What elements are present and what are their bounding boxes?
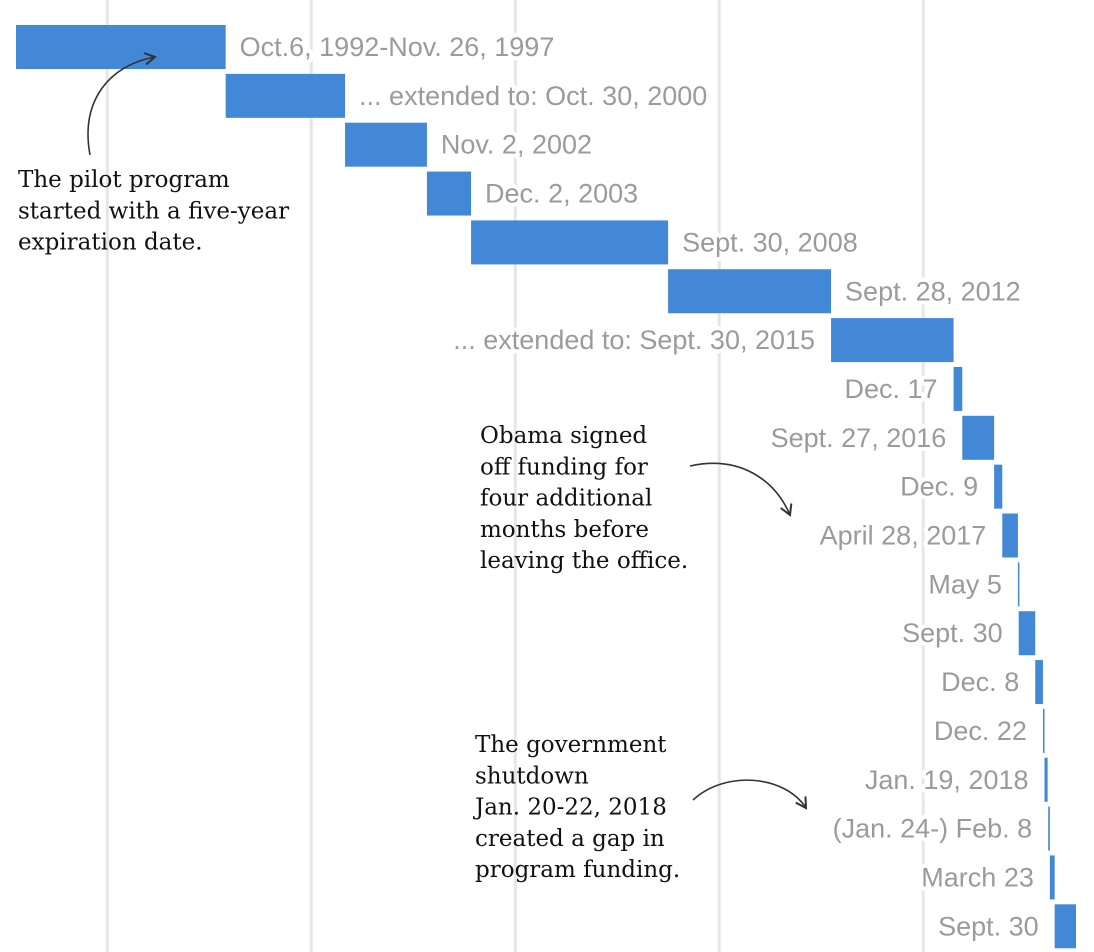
bar [16, 25, 226, 69]
bar-label: May 5 [928, 569, 1002, 599]
bar [1042, 708, 1045, 753]
bar-label: (Jan. 24-) Feb. 8 [833, 814, 1033, 844]
bars [16, 25, 1076, 949]
bar-label: ... extended to: Oct. 30, 2000 [359, 81, 707, 111]
bar [831, 318, 954, 363]
annotation-line: off funding for [480, 454, 648, 480]
bar [225, 73, 346, 118]
bar [668, 269, 832, 314]
bar-label: ... extended to: Sept. 30, 2015 [453, 325, 815, 355]
annotation-line: months before [480, 517, 649, 543]
bar-label: Dec. 17 [845, 374, 938, 404]
bar [1044, 757, 1048, 802]
annotation-line: leaving the office. [480, 548, 688, 574]
bar [1035, 660, 1043, 705]
bar-label: Dec. 8 [941, 667, 1019, 697]
annotation-line: program funding. [475, 857, 680, 883]
annotation-arrow [87, 52, 158, 156]
gridlines [105, 0, 925, 952]
annotation-line: expiration date. [18, 230, 203, 256]
bar-label: Dec. 22 [934, 716, 1027, 746]
bar-label: Dec. 2, 2003 [485, 179, 638, 209]
bar [962, 415, 995, 460]
bar [1054, 904, 1076, 949]
bar [953, 366, 963, 411]
bar-label: Sept. 30, 2008 [682, 227, 858, 257]
bar-labels: Oct.6, 1992-Nov. 26, 1997 ... extended to… [236, 28, 1043, 945]
bar [426, 171, 472, 216]
bar-label: April 28, 2017 [820, 521, 987, 551]
bar-label: March 23 [921, 862, 1034, 892]
annotation-line: created a gap in [475, 826, 665, 852]
bar-label: Sept. 28, 2012 [845, 276, 1021, 306]
annotation-line: four additional [480, 486, 652, 512]
annotation-line: started with a five-year [18, 198, 289, 224]
bar [1048, 806, 1050, 851]
bar-label: Sept. 30 [938, 911, 1039, 941]
bar-label: Dec. 9 [900, 472, 978, 502]
bar-label: Nov. 2, 2002 [441, 130, 592, 160]
annotation-line: Jan. 20-22, 2018 [473, 795, 667, 821]
bar [1018, 611, 1036, 656]
annotation-line: The pilot program [18, 167, 230, 193]
annotation-line: shutdown [475, 763, 589, 789]
bar [994, 464, 1003, 509]
bar [1002, 513, 1018, 558]
annotation-arrow [692, 779, 808, 810]
annotations: The pilot program started with a five-yea… [18, 52, 808, 883]
annotation-arrow [689, 462, 793, 517]
bar-label: Sept. 27, 2016 [771, 423, 947, 453]
bar-label: Jan. 19, 2018 [865, 765, 1029, 795]
bar-label: Oct.6, 1992-Nov. 26, 1997 [240, 32, 555, 62]
annotation-line: Obama signed [480, 423, 647, 449]
bar [471, 220, 669, 265]
annotation-line: The government [475, 732, 667, 758]
bar-label: Sept. 30 [902, 618, 1003, 648]
bar [345, 122, 427, 167]
bar [1017, 562, 1020, 607]
bar [1049, 855, 1055, 900]
